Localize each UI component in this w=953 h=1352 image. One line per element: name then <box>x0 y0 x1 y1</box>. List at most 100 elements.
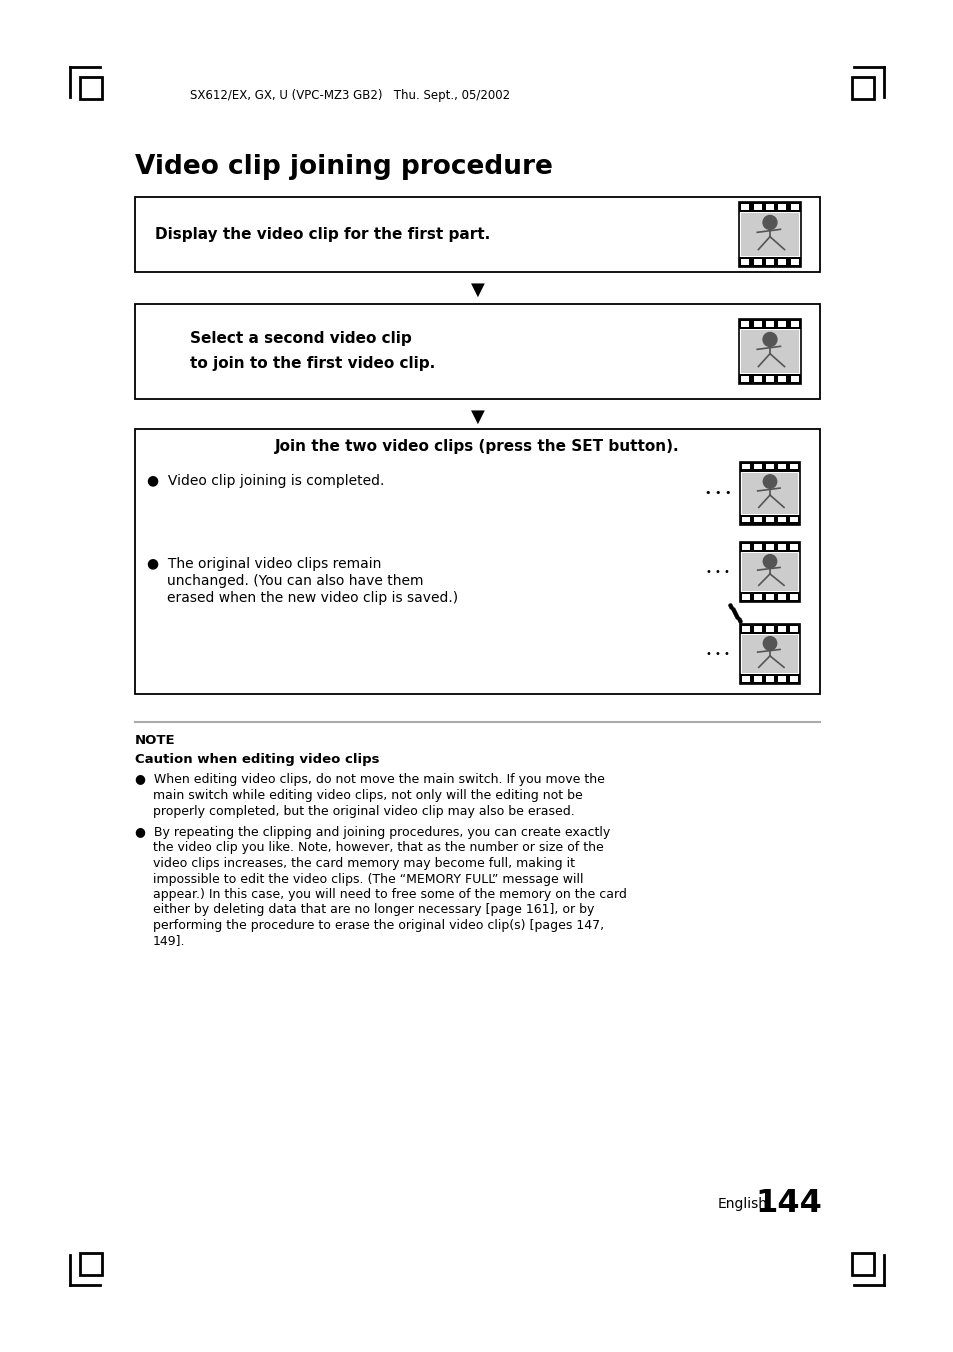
Bar <box>740 675 800 684</box>
Text: ▼: ▼ <box>470 281 484 299</box>
Text: the video clip you like. Note, however, that as the number or size of the: the video clip you like. Note, however, … <box>152 841 603 854</box>
Bar <box>135 197 820 272</box>
Text: appear.) In this case, you will need to free some of the memory on the card: appear.) In this case, you will need to … <box>152 888 626 900</box>
Bar <box>753 204 760 210</box>
Text: ▼: ▼ <box>470 408 484 426</box>
Bar <box>765 545 773 550</box>
Bar <box>739 319 801 384</box>
Bar <box>741 553 797 591</box>
Text: NOTE: NOTE <box>135 734 175 746</box>
Bar <box>765 516 773 522</box>
Text: 149].: 149]. <box>152 934 185 948</box>
Text: ●  When editing video clips, do not move the main switch. If you move the: ● When editing video clips, do not move … <box>135 773 604 787</box>
Bar <box>753 676 761 681</box>
Bar <box>765 464 773 469</box>
Bar <box>741 545 749 550</box>
Bar <box>753 516 761 522</box>
Bar <box>765 626 773 631</box>
Text: Display the video clip for the first part.: Display the video clip for the first par… <box>154 227 490 242</box>
Bar <box>740 330 799 373</box>
Bar <box>778 464 785 469</box>
Text: performing the procedure to erase the original video clip(s) [pages 147,: performing the procedure to erase the or… <box>152 919 603 932</box>
Bar <box>740 204 748 210</box>
Bar <box>778 204 785 210</box>
Bar <box>135 429 820 694</box>
Bar <box>740 376 748 381</box>
Bar <box>789 595 797 599</box>
Text: Video clip joining procedure: Video clip joining procedure <box>135 154 553 180</box>
Bar <box>753 626 761 631</box>
Bar <box>740 625 800 684</box>
Bar <box>778 545 785 550</box>
Bar <box>778 595 785 599</box>
Bar <box>740 461 800 525</box>
Bar <box>778 322 785 327</box>
Bar <box>80 1253 102 1275</box>
Bar <box>739 319 801 329</box>
Circle shape <box>762 333 776 346</box>
Text: erased when the new video clip is saved.): erased when the new video clip is saved.… <box>167 591 457 604</box>
Text: to join to the first video clip.: to join to the first video clip. <box>190 356 435 370</box>
Bar <box>790 260 798 265</box>
Bar <box>740 592 800 602</box>
Bar <box>753 595 761 599</box>
Bar <box>753 260 760 265</box>
Text: SX612/EX, GX, U (VPC-MZ3 GB2)   Thu. Sept., 05/2002: SX612/EX, GX, U (VPC-MZ3 GB2) Thu. Sept.… <box>190 88 510 101</box>
Circle shape <box>762 475 776 488</box>
Bar <box>789 464 797 469</box>
Bar <box>778 376 785 381</box>
Circle shape <box>762 215 776 230</box>
Bar <box>778 626 785 631</box>
Bar <box>790 376 798 381</box>
Text: ●  Video clip joining is completed.: ● Video clip joining is completed. <box>147 475 384 488</box>
Text: English: English <box>718 1197 767 1211</box>
Bar <box>740 214 799 256</box>
Bar <box>740 322 748 327</box>
Bar <box>790 322 798 327</box>
Text: video clips increases, the card memory may become full, making it: video clips increases, the card memory m… <box>152 857 575 869</box>
Bar <box>741 464 749 469</box>
Bar <box>753 464 761 469</box>
Bar <box>740 625 800 634</box>
Circle shape <box>762 637 776 650</box>
Text: impossible to edit the video clips. (The “MEMORY FULL” message will: impossible to edit the video clips. (The… <box>152 872 583 886</box>
Bar <box>851 1253 873 1275</box>
Bar <box>753 545 761 550</box>
Bar <box>740 542 800 552</box>
Text: • • •: • • • <box>705 649 729 658</box>
Bar <box>790 204 798 210</box>
Bar <box>739 201 801 266</box>
Text: • • •: • • • <box>705 566 729 577</box>
Bar <box>765 322 773 327</box>
Circle shape <box>762 554 776 568</box>
Text: ●  By repeating the clipping and joining procedures, you can create exactly: ● By repeating the clipping and joining … <box>135 826 610 840</box>
Text: Caution when editing video clips: Caution when editing video clips <box>135 753 379 767</box>
Bar <box>851 77 873 99</box>
Text: • • •: • • • <box>704 488 731 498</box>
Bar <box>740 461 800 472</box>
Bar <box>739 375 801 384</box>
Bar <box>739 201 801 212</box>
Bar <box>765 260 773 265</box>
Bar <box>789 626 797 631</box>
Bar <box>778 516 785 522</box>
Bar <box>740 515 800 525</box>
Text: Select a second video clip: Select a second video clip <box>190 331 412 346</box>
Text: either by deleting data that are no longer necessary [page 161], or by: either by deleting data that are no long… <box>152 903 594 917</box>
Bar <box>765 595 773 599</box>
Bar <box>741 472 797 514</box>
Bar <box>765 376 773 381</box>
Bar <box>741 676 749 681</box>
Bar <box>741 516 749 522</box>
Bar <box>778 260 785 265</box>
Bar <box>765 204 773 210</box>
Text: main switch while editing video clips, not only will the editing not be: main switch while editing video clips, n… <box>152 790 582 802</box>
Bar <box>741 635 797 673</box>
Bar <box>741 626 749 631</box>
Bar <box>789 545 797 550</box>
Bar <box>135 304 820 399</box>
Bar <box>80 77 102 99</box>
Text: unchanged. (You can also have them: unchanged. (You can also have them <box>167 575 423 588</box>
Bar <box>740 260 748 265</box>
Bar <box>778 676 785 681</box>
